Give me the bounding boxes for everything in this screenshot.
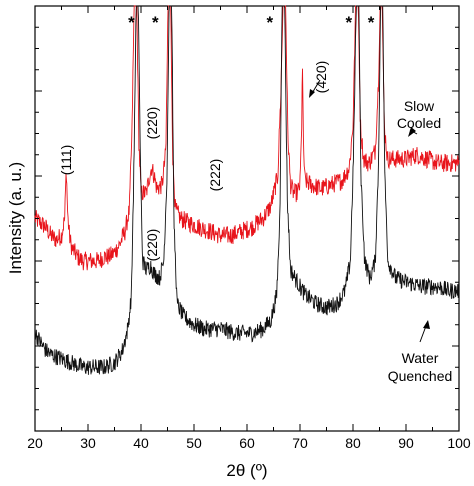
arrow-420-head (309, 89, 315, 98)
star-markers: * * * * * (128, 13, 375, 32)
x-tick-label: 100 (447, 435, 471, 451)
ticks-layer (34, 5, 460, 432)
x-tick-label: 20 (27, 435, 43, 451)
plot-area (34, 5, 460, 432)
arrows (309, 79, 430, 343)
star-marker: * (368, 13, 375, 32)
x-tick-label: 70 (292, 435, 308, 451)
annotation-111: (111) (58, 145, 74, 176)
y-axis-title: Intensity (a. u.) (6, 162, 25, 274)
arrow-slow-cooled-head (408, 127, 416, 137)
series-line-slow-cooled (34, 5, 460, 271)
x-axis-title: 2θ (º) (226, 461, 267, 480)
x-tick-label: 90 (398, 435, 414, 451)
x-tick-label: 50 (186, 435, 202, 451)
arrow-water-quenched-head (423, 320, 430, 329)
annotation-220-upper: (220) (144, 107, 160, 140)
star-marker: * (345, 13, 352, 32)
label-water-quenched-line2: Quenched (388, 368, 453, 384)
star-marker: * (128, 13, 135, 32)
arrow-water-quenched-shaft (419, 325, 427, 343)
star-marker: * (266, 13, 273, 32)
annotation-222: (222) (207, 159, 223, 192)
label-slow-cooled-line1: Slow (404, 98, 435, 114)
annotation-220-lower: (220) (144, 229, 160, 262)
series-layer (34, 5, 460, 375)
series-line-water-quenched (34, 5, 460, 375)
x-tick-label: 80 (345, 435, 361, 451)
star-marker: * (152, 13, 159, 32)
x-tick-labels: 20 30 40 50 60 70 80 90 100 (27, 435, 471, 451)
label-water-quenched-line1: Water (402, 350, 439, 366)
x-tick-label: 40 (133, 435, 149, 451)
x-tick-label: 60 (239, 435, 255, 451)
x-tick-label: 30 (80, 435, 96, 451)
label-slow-cooled-line2: Cooled (397, 115, 441, 131)
